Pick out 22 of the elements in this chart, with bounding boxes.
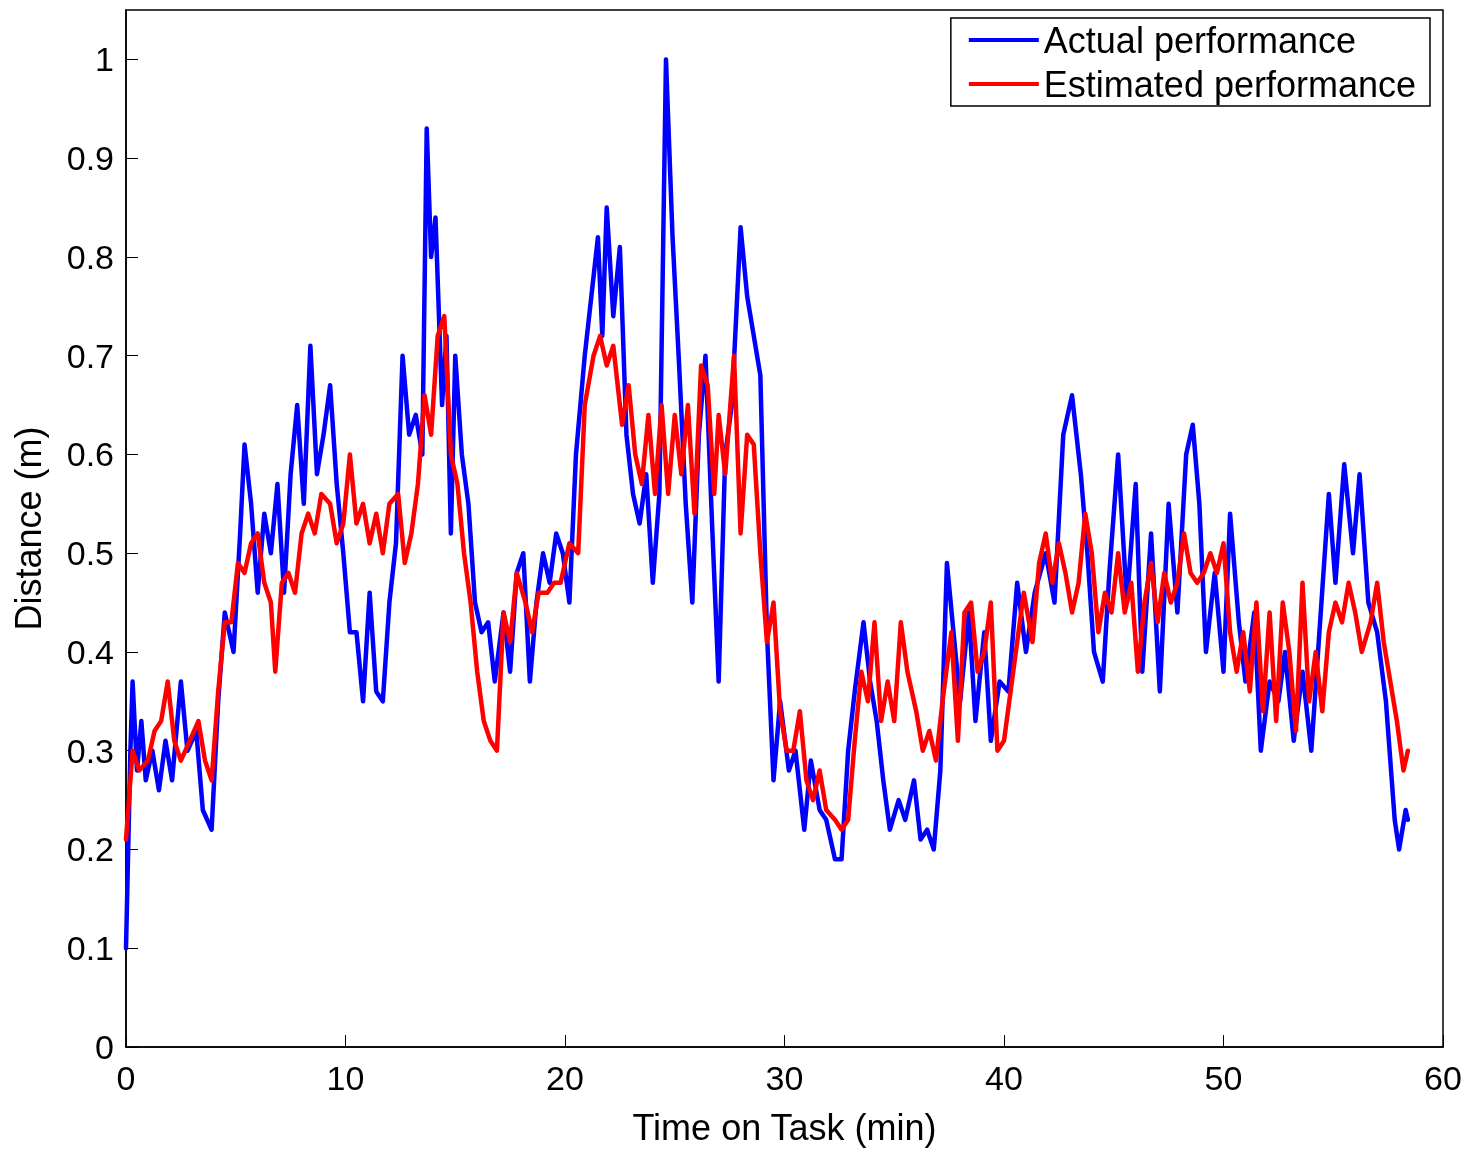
x-tick-label: 20 (546, 1059, 584, 1097)
y-tick-label: 0.3 (66, 731, 114, 770)
y-tick-label: 0.7 (66, 336, 114, 375)
x-tick-label: 30 (765, 1059, 804, 1097)
y-tick-label: 0.2 (66, 830, 114, 869)
y-tick-label: 0 (95, 1028, 114, 1066)
y-tick-label: 0.8 (66, 237, 114, 276)
legend-label: Actual performance (1043, 19, 1356, 61)
x-tick-label: 10 (326, 1059, 365, 1097)
y-tick-label: 0.9 (66, 139, 114, 178)
y-tick-label: 0.5 (66, 534, 114, 573)
x-axis-title: Time on Task (min) (632, 1106, 937, 1148)
y-tick-label: 1 (95, 40, 114, 79)
y-tick-label: 0.4 (66, 632, 114, 671)
legend-label: Estimated performance (1043, 63, 1417, 105)
x-tick-label: 40 (985, 1059, 1023, 1097)
y-tick-label: 0.1 (66, 929, 114, 968)
line-series (123, 313, 1411, 842)
y-axis-title: Distance (m) (7, 426, 49, 631)
x-tick-label: 50 (1204, 1059, 1243, 1097)
x-tick-label: 60 (1424, 1059, 1462, 1097)
y-tick-label: 0.6 (66, 435, 114, 474)
